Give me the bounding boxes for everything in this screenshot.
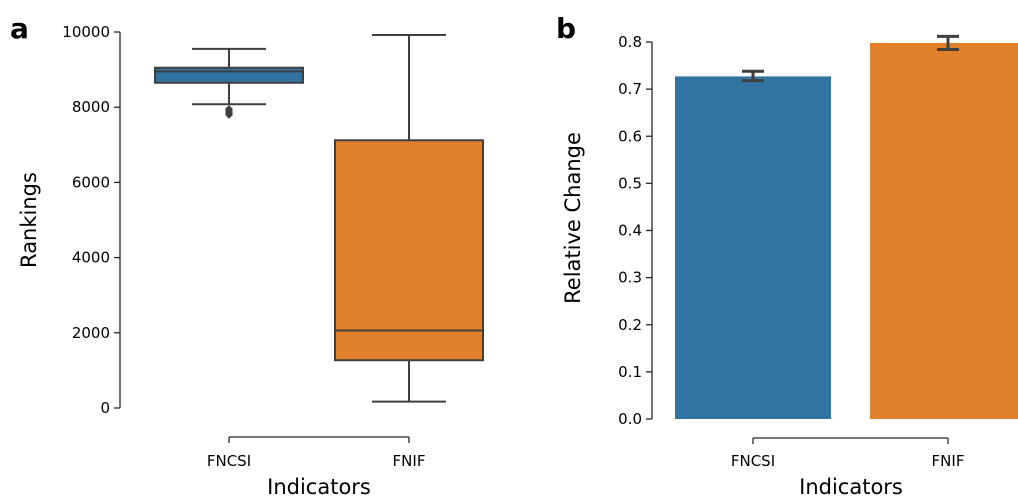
- bar-chart-panel: 0.0 0.1 0.2 0.3 0.4 0.5 0.6 0.7 0.8 FNCSI FNIF Rela…: [561, 33, 1018, 499]
- y-tick-label: 0.8: [618, 33, 642, 51]
- x-tick-label: FNIF: [932, 452, 965, 470]
- outlier-point: [225, 105, 233, 114]
- x-axis-label: Indicators: [267, 475, 371, 499]
- x-tick-label: FNCSI: [207, 452, 251, 470]
- y-tick-label: 0.5: [618, 174, 642, 192]
- box: [154, 66, 304, 84]
- x-axis-label: Indicators: [799, 475, 903, 499]
- y-tick-label: 0.7: [618, 80, 642, 98]
- y-tick-label: 0.1: [618, 363, 642, 381]
- y-tick-label: 0.4: [618, 222, 642, 240]
- y-tick-label: 2000: [72, 324, 110, 342]
- y-tick-label: 0.2: [618, 316, 642, 334]
- y-tick-label: 8000: [72, 98, 110, 116]
- y-tick-label: 0.0: [618, 410, 642, 428]
- y-tick-label: 6000: [72, 173, 110, 191]
- y-tick-label: 0.3: [618, 269, 642, 287]
- box: [334, 139, 484, 362]
- y-tick-label: 0.6: [618, 127, 642, 145]
- y-axis-label: Rankings: [17, 172, 41, 268]
- y-tick-label: 10000: [62, 23, 110, 41]
- bar: [870, 42, 1018, 419]
- y-axis-label: Relative Change: [561, 132, 585, 304]
- y-tick-label: 4000: [72, 249, 110, 267]
- panel-b-label: b: [556, 12, 576, 45]
- x-tick-label: FNIF: [393, 452, 426, 470]
- bar: [675, 76, 831, 420]
- box-plot-panel: 0 2000 4000 6000 8000 10000 FNCSI FNIF Rankings I…: [17, 23, 484, 499]
- y-tick-label: 0: [100, 399, 110, 417]
- panel-a-label: a: [10, 12, 29, 45]
- x-tick-label: FNCSI: [731, 452, 775, 470]
